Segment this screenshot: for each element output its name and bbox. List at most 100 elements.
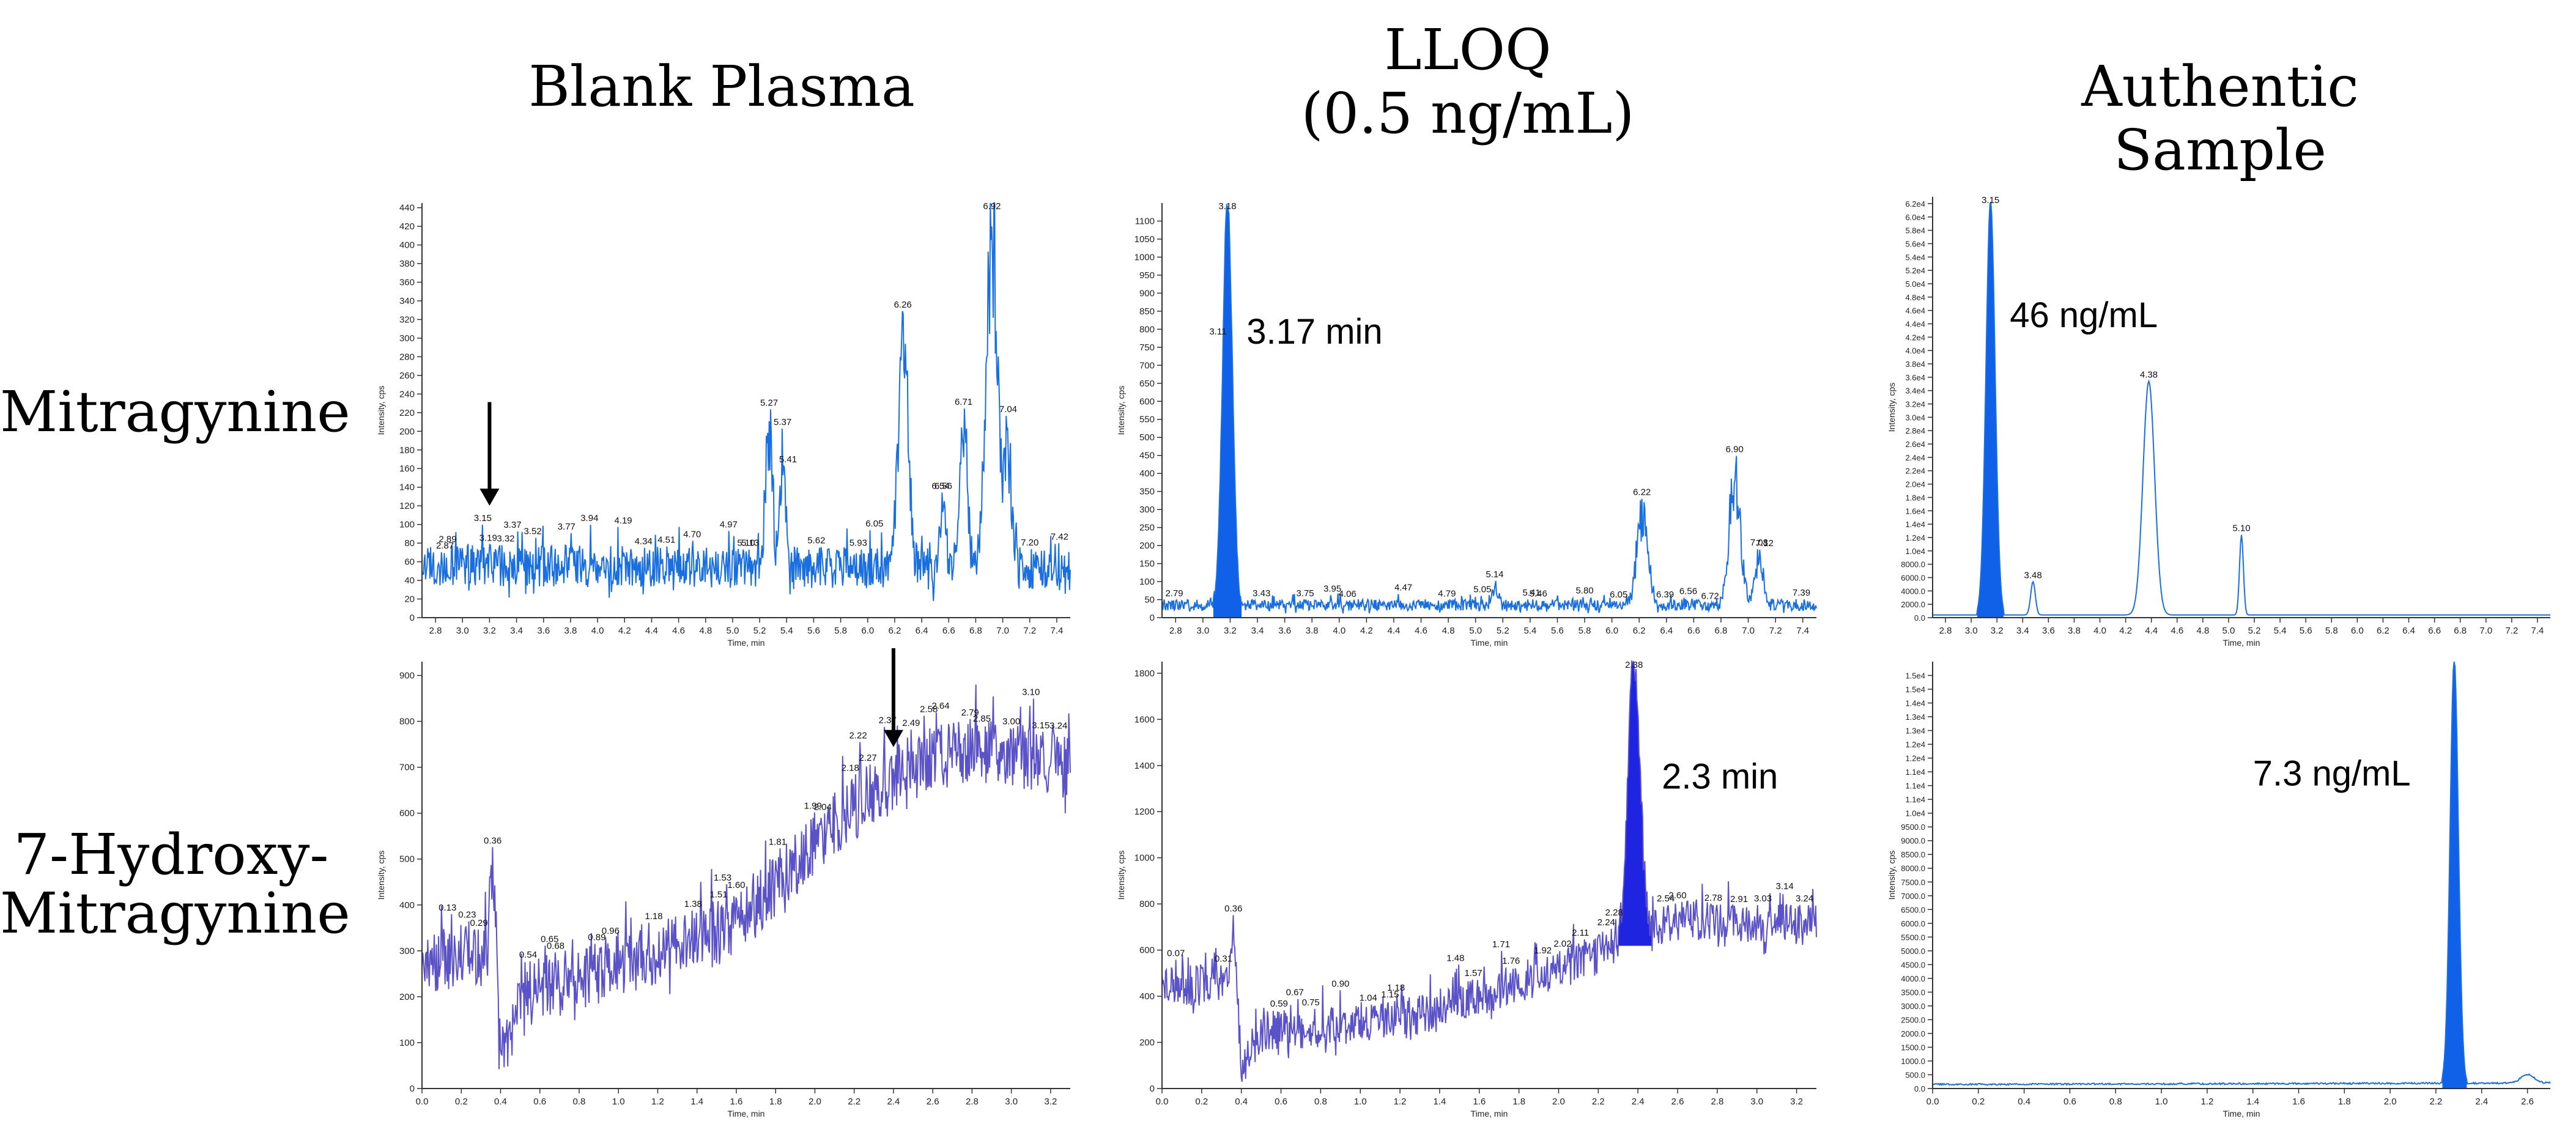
y-tick-label: 5.0e4 <box>1905 279 1925 289</box>
y-tick-label: 160 <box>399 464 415 474</box>
y-tick-label: 450 <box>1139 451 1155 461</box>
y-tick-label: 1100 <box>1135 216 1155 226</box>
y-tick-label: 4.6e4 <box>1905 306 1925 316</box>
y-tick-label: 60 <box>404 557 415 568</box>
peak-label: 3.10 <box>1022 687 1040 697</box>
y-tick-label: 4.0e4 <box>1905 346 1925 355</box>
y-tick-label: 2500.0 <box>1901 1015 1925 1024</box>
y-tick-label: 1.8e4 <box>1905 493 1925 502</box>
peak-label: 2.54 <box>1657 893 1675 904</box>
chart-mitragynine-lloq: 0 50 100 150 200 250 300 350 400 450 500 550 600 650 7… <box>1116 201 1817 648</box>
peak-annotation: 2.3 min <box>1662 757 1778 797</box>
x-tick-label: 5.4 <box>1523 626 1536 636</box>
y-tick-label: 4000.0 <box>1901 586 1925 596</box>
peak-label: 4.06 <box>1339 589 1356 599</box>
y-tick-label: 8000.0 <box>1901 864 1925 873</box>
y-tick-label: 700 <box>399 763 415 773</box>
y-tick-label: 200 <box>399 426 415 437</box>
y-tick-label: 440 <box>399 203 415 213</box>
peak-label: 0.89 <box>588 932 605 942</box>
y-tick-label: 0.0 <box>1914 1084 1925 1093</box>
y-tick-label: 320 <box>399 314 415 325</box>
y-tick-label: 6500.0 <box>1901 905 1925 914</box>
x-tick-label: 2.8 <box>1169 626 1182 636</box>
x-tick-label: 6.2 <box>1633 626 1646 636</box>
x-tick-label: 1.4 <box>1434 1096 1446 1107</box>
x-tick-label: 3.8 <box>2068 626 2081 636</box>
y-tick-label: 0.0 <box>1914 613 1925 623</box>
y-tick-label: 1.3e4 <box>1905 712 1925 722</box>
y-tick-label: 9000.0 <box>1901 837 1925 846</box>
peak-label: 1.71 <box>1492 939 1510 950</box>
peak-label: 6.72 <box>1701 591 1719 601</box>
x-tick-label: 7.4 <box>1796 626 1809 636</box>
y-tick-label: 400 <box>1139 468 1155 479</box>
y-tick-label: 180 <box>399 445 415 456</box>
peak-label: 5.13 <box>741 538 759 549</box>
x-tick-label: 1.0 <box>2155 1096 2168 1107</box>
x-tick-label: 2.8 <box>429 626 442 636</box>
x-tick-label: 3.4 <box>1251 626 1264 636</box>
x-tick-label: 4.6 <box>672 626 685 636</box>
y-tick-label: 3500.0 <box>1901 988 1925 997</box>
x-tick-label: 5.0 <box>2223 626 2235 636</box>
x-tick-label: 3.2 <box>1044 1096 1057 1107</box>
col-header-lloq-concentration: (0.5 ng/mL) <box>1301 81 1635 146</box>
peak-label: 4.34 <box>635 536 653 547</box>
col-header-blank-plasma: Blank Plasma <box>528 54 915 119</box>
y-tick-label: 1.5e4 <box>1905 685 1925 694</box>
x-tick-label: 1.2 <box>651 1096 664 1107</box>
chart-mitragynine-blank: 0 20 40 60 80 100 120 140 160 180 200 220 240 260 280 3… <box>376 201 1071 648</box>
peak-label: 1.48 <box>1446 953 1464 963</box>
peak-label: 3.15 <box>1982 195 1999 205</box>
x-tick-label: 3.0 <box>1196 626 1209 636</box>
peak-label: 4.19 <box>614 516 632 526</box>
peak-label: 4.97 <box>720 519 738 530</box>
y-tick-label: 120 <box>399 501 415 511</box>
y-tick-label: 1.3e4 <box>1905 726 1925 736</box>
peak-label: 0.07 <box>1167 948 1185 958</box>
peak-label: 3.37 <box>503 520 521 530</box>
x-tick-label: 2.6 <box>2521 1096 2534 1107</box>
y-tick-label: 3.6e4 <box>1905 373 1925 382</box>
y-tick-label: 200 <box>1139 541 1155 551</box>
x-tick-label: 2.8 <box>1939 626 1952 636</box>
x-tick-label: 2.0 <box>1552 1096 1565 1107</box>
col-header-authentic-sample: Authentic Sample <box>2081 54 2359 183</box>
y-tick-label: 300 <box>399 946 415 956</box>
x-tick-label: 6.8 <box>969 626 982 636</box>
peak-label: 0.36 <box>484 835 502 846</box>
x-tick-label: 1.6 <box>2292 1096 2305 1107</box>
peak-label: 3.24 <box>1049 720 1067 731</box>
x-tick-label: 7.4 <box>2531 626 2544 636</box>
peak-label: 2.79 <box>961 708 979 718</box>
y-tick-label: 300 <box>399 333 415 344</box>
x-tick-label: 3.0 <box>1005 1096 1018 1107</box>
y-tick-label: 220 <box>399 408 415 418</box>
y-tick-label: 2000.0 <box>1901 600 1925 609</box>
y-tick-label: 6000.0 <box>1901 919 1925 928</box>
x-tick-label: 1.8 <box>2338 1096 2351 1107</box>
y-tick-label: 500 <box>399 854 415 865</box>
series-line <box>421 684 1071 1070</box>
y-tick-label: 1.1e4 <box>1905 767 1925 777</box>
peak-label: 1.60 <box>727 880 745 890</box>
peak-label: 4.79 <box>1438 588 1456 599</box>
peak-label: 2.79 <box>1165 588 1183 599</box>
peak-label: 2.28 <box>1605 908 1623 918</box>
x-tick-label: 0.6 <box>1275 1096 1287 1107</box>
peak-label: 6.56 <box>935 481 952 492</box>
series-line <box>421 202 1071 601</box>
peak-annotation: 7.3 ng/mL <box>2253 754 2411 794</box>
series-line <box>1161 203 1817 614</box>
peak-label: 3.32 <box>497 534 514 544</box>
y-tick-label: 1600 <box>1134 714 1155 725</box>
y-tick-label: 400 <box>399 900 415 911</box>
peak-label: 3.75 <box>1296 588 1314 599</box>
x-tick-label: 6.6 <box>942 626 955 636</box>
y-tick-label: 150 <box>1139 559 1155 569</box>
x-tick-label: 2.2 <box>1592 1096 1605 1107</box>
x-tick-label: 0.6 <box>2063 1096 2076 1107</box>
x-tick-label: 0.2 <box>1972 1096 1985 1107</box>
x-tick-label: 5.2 <box>2248 626 2261 636</box>
